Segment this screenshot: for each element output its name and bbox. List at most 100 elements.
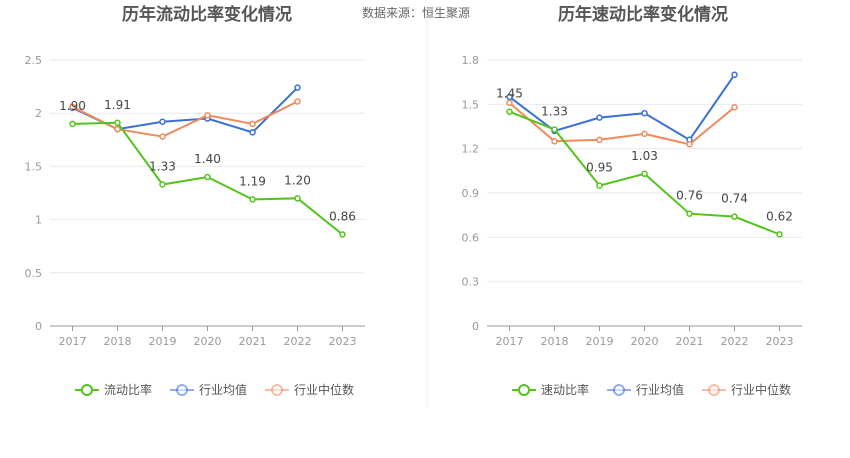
data-label: 0.76 <box>676 189 703 203</box>
x-tick-label: 2023 <box>766 335 794 348</box>
current-ratio-chart: 0 0.5 1 1.5 2 2.5 2017 2018 2019 2020 2021 2022 2023… <box>25 54 365 397</box>
data-point-company[interactable] <box>204 173 211 181</box>
data-point-industry-median[interactable] <box>249 120 256 128</box>
data-point-industry-median[interactable] <box>69 103 76 111</box>
legend-item-industry-avg[interactable]: 行业均值 <box>607 382 684 397</box>
x-tick-label: 2019 <box>149 335 177 348</box>
chart-title-current-ratio: 历年流动比率变化情况 <box>122 4 292 25</box>
data-label: 1.20 <box>284 173 311 187</box>
legend-item-company[interactable]: 速动比率 <box>512 382 589 397</box>
data-label: 1.91 <box>104 98 131 112</box>
data-label: 1.03 <box>631 149 658 163</box>
data-label: 1.33 <box>149 159 176 173</box>
legend-item-industry-median[interactable]: 行业中位数 <box>702 382 791 397</box>
data-label: 0.74 <box>721 192 748 206</box>
data-point-industry-median[interactable] <box>686 140 693 148</box>
y-tick-label: 2.5 <box>25 54 43 67</box>
data-point-industry-median[interactable] <box>506 99 513 107</box>
legend-item-company[interactable]: 流动比率 <box>75 382 152 397</box>
series-line-industry-median <box>508 102 736 146</box>
data-point-company[interactable] <box>641 170 648 178</box>
data-point-industry-median[interactable] <box>731 104 738 111</box>
data-point-industry-avg[interactable] <box>294 84 301 91</box>
legend-marker <box>708 384 720 396</box>
x-tick-label: 2019 <box>586 335 614 348</box>
x-tick-label: 2017 <box>59 335 87 348</box>
data-point-company[interactable] <box>159 181 166 188</box>
x-tick-label: 2020 <box>194 335 222 348</box>
legend-marker <box>613 384 625 396</box>
legend-label: 行业均值 <box>199 382 247 397</box>
y-tick-label: 2 <box>35 107 42 120</box>
y-tick-label: 1.5 <box>462 98 480 111</box>
x-tick-label: 2018 <box>541 335 569 348</box>
y-tick-label: 0 <box>472 320 479 333</box>
data-point-company[interactable] <box>294 195 301 202</box>
legend-marker <box>176 384 188 396</box>
data-point-industry-avg[interactable] <box>249 129 256 136</box>
legend-item-industry-median[interactable]: 行业中位数 <box>265 382 354 397</box>
data-point-industry-avg[interactable] <box>641 109 648 117</box>
data-point-industry-median[interactable] <box>159 133 166 140</box>
y-tick-label: 0.3 <box>462 276 480 289</box>
data-point-industry-avg[interactable] <box>506 93 513 101</box>
data-point-company[interactable] <box>776 231 783 238</box>
quick-ratio-chart: 0 0.3 0.6 0.9 1.2 1.5 1.8 2017 2018 2019 2020 2021 2… <box>462 54 802 397</box>
y-tick-label: 1 <box>35 214 42 227</box>
chart-title-quick-ratio: 历年速动比率变化情况 <box>558 4 728 25</box>
y-tick-label: 1.8 <box>462 54 480 67</box>
legend-marker <box>271 384 283 396</box>
data-point-company[interactable] <box>551 126 558 133</box>
legend-marker <box>81 384 93 396</box>
series-line-industry-avg <box>508 74 736 142</box>
data-point-industry-median[interactable] <box>641 130 648 138</box>
data-point-company[interactable] <box>69 120 76 128</box>
data-label: 1.90 <box>59 99 86 113</box>
data-label: 1.19 <box>239 174 266 188</box>
data-point-industry-avg[interactable] <box>596 114 603 121</box>
data-point-company[interactable] <box>249 196 256 203</box>
data-point-industry-median[interactable] <box>294 98 301 105</box>
data-source: 数据来源：恒生聚源 <box>362 5 470 20</box>
x-tick-label: 2018 <box>104 335 132 348</box>
data-label: 0.86 <box>329 209 356 223</box>
data-point-company[interactable] <box>686 210 693 217</box>
legend-label: 流动比率 <box>104 382 152 397</box>
y-tick-label: 1.2 <box>462 143 480 156</box>
legend-label: 行业中位数 <box>294 382 354 397</box>
y-tick-label: 0.6 <box>462 231 480 244</box>
data-point-industry-avg[interactable] <box>731 71 738 79</box>
data-point-company[interactable] <box>731 213 738 220</box>
data-label: 1.33 <box>541 104 568 118</box>
data-point-industry-median[interactable] <box>596 136 603 144</box>
data-label: 0.95 <box>586 161 613 175</box>
x-tick-label: 2020 <box>631 335 659 348</box>
x-tick-label: 2023 <box>329 335 357 348</box>
legend-label: 行业中位数 <box>731 382 791 397</box>
x-tick-label: 2021 <box>239 335 267 348</box>
data-point-industry-median[interactable] <box>114 125 121 133</box>
data-point-company[interactable] <box>114 119 121 127</box>
data-point-company[interactable] <box>339 231 346 238</box>
data-point-company[interactable] <box>506 108 513 115</box>
legend-marker <box>518 384 530 396</box>
y-tick-label: 1.5 <box>25 160 43 173</box>
x-tick-label: 2021 <box>676 335 704 348</box>
y-tick-label: 0.9 <box>462 187 480 200</box>
legend-label: 行业均值 <box>636 382 684 397</box>
data-point-industry-median[interactable] <box>204 112 211 119</box>
x-tick-label: 2017 <box>496 335 524 348</box>
legend-label: 速动比率 <box>541 382 589 397</box>
y-tick-label: 0 <box>35 320 42 333</box>
data-label: 1.40 <box>194 152 221 166</box>
data-point-industry-median[interactable] <box>551 138 558 145</box>
series-line-industry-median <box>72 100 298 138</box>
x-tick-label: 2022 <box>721 335 749 348</box>
data-label: 0.62 <box>766 209 793 223</box>
legend-item-industry-avg[interactable]: 行业均值 <box>170 382 247 397</box>
data-point-industry-avg[interactable] <box>159 118 166 125</box>
x-tick-label: 2022 <box>284 335 312 348</box>
data-point-company[interactable] <box>596 182 603 189</box>
y-tick-label: 0.5 <box>25 267 43 280</box>
